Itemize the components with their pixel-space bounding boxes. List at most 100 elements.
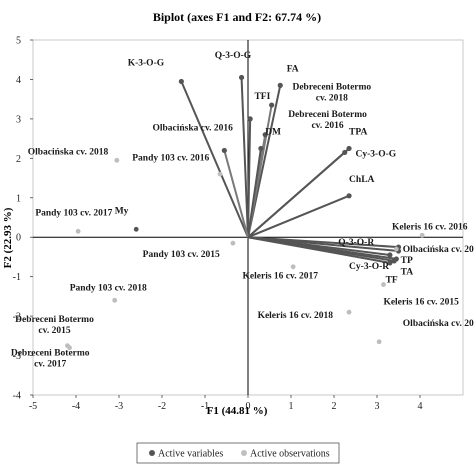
point-label-line: Olbacińska cv. 2016 xyxy=(152,124,233,134)
point-label-line: cv. 2015 xyxy=(38,326,70,336)
point-label: Debreceni Botermo cv. 2015 xyxy=(15,315,94,336)
y-tick-label: 5 xyxy=(16,36,21,47)
point-label-line: Olbacińska cv. 2017 xyxy=(403,319,474,329)
point-label-line: Debreceni Botermo xyxy=(292,82,371,92)
point-label: Keleris 16 cv. 2016 xyxy=(392,222,468,232)
x-tick-label: -1 xyxy=(201,401,209,412)
point-label: K-3-O-G xyxy=(128,59,165,69)
point-label: Cy-3-O-G xyxy=(356,149,397,159)
observation-point xyxy=(114,157,120,163)
axis-ticks: -5 -4 -3 -2 -1 0 1 2 3 4 5 4 3 2 1 0 -1 -2 -3 -4 xyxy=(13,36,423,413)
variable-vector xyxy=(247,151,346,238)
variable-vector xyxy=(180,81,249,238)
x-tick-label: 4 xyxy=(418,401,423,412)
x-tick-label: 3 xyxy=(375,401,380,412)
point-label: TPA xyxy=(349,128,367,138)
legend-label-variables: Active variables xyxy=(158,449,223,460)
y-tick-label: -2 xyxy=(13,312,21,323)
point-label: ChLA xyxy=(349,175,374,185)
point-label-line: ChLA xyxy=(349,175,374,185)
point-label-line: Pandy 103 cv. 2018 xyxy=(70,283,147,293)
point-label-line: Q-3-O-G xyxy=(215,51,252,61)
observation-point xyxy=(230,240,236,246)
point-label-line: Olbacińska cv. 2018 xyxy=(28,147,109,157)
point-label-line: cv. 2018 xyxy=(316,93,348,103)
point-label: Pandy 103 cv. 2015 xyxy=(143,250,220,260)
legend-marker-variables xyxy=(149,450,155,456)
point-label: Q-3-O-R xyxy=(338,238,374,248)
observation-point xyxy=(393,246,399,252)
point-label: TFI xyxy=(254,92,270,102)
point-label-line: Q-3-O-R xyxy=(338,238,374,248)
variable-point xyxy=(346,193,352,199)
variable-vector xyxy=(247,236,391,264)
point-label: Keleris 16 cv. 2017 xyxy=(243,272,319,282)
point-label-line: FA xyxy=(287,65,299,75)
x-tick-label: -2 xyxy=(158,401,166,412)
x-tick-label: -3 xyxy=(115,401,123,412)
x-tick-label: 2 xyxy=(332,401,337,412)
x-tick-label: -4 xyxy=(72,401,80,412)
variable-point xyxy=(346,145,352,152)
point-label-line: My xyxy=(115,207,129,217)
x-tick-label: 1 xyxy=(289,401,294,412)
y-tick-label: 1 xyxy=(16,193,21,204)
point-label-line: TPA xyxy=(349,128,367,138)
point-label-line: Debreceni Botermo xyxy=(11,349,90,359)
point-label: TA xyxy=(401,268,414,278)
point-label: TP xyxy=(401,256,413,266)
variable-point xyxy=(387,252,393,258)
variable-vectors xyxy=(180,77,399,264)
point-label-line: TP xyxy=(401,256,413,266)
point-label: DM xyxy=(265,128,281,138)
y-axis-label: F2 (22.93 %) xyxy=(2,207,14,268)
point-label-line: Keleris 16 cv. 2017 xyxy=(243,272,319,282)
legend: Active variables Active observations xyxy=(136,442,340,464)
point-label-line: TFI xyxy=(254,92,270,102)
point-label: Debreceni Botermo cv. 2017 xyxy=(11,349,90,370)
variable-point xyxy=(221,147,227,154)
point-label-line: Debreceni Botermo xyxy=(288,110,367,120)
observation-points xyxy=(65,74,425,351)
variable-point xyxy=(269,102,275,108)
y-tick-label: -1 xyxy=(13,272,21,283)
point-label: Olbacińska cv. 2015 xyxy=(403,245,474,255)
point-label-line: Pandy 103 cv. 2015 xyxy=(143,250,220,260)
point-label-line: TA xyxy=(401,268,414,278)
observation-point xyxy=(419,232,425,238)
legend-label-observations: Active observations xyxy=(250,449,330,460)
variable-vector xyxy=(247,194,350,239)
x-tick-label: 0 xyxy=(246,401,251,412)
point-label-line: Cy-3-O-R xyxy=(349,262,389,272)
legend-box xyxy=(136,442,340,464)
observation-point xyxy=(112,297,118,303)
chart-title: Biplot (axes F1 and F2: 67.74 %) xyxy=(153,10,321,24)
point-label: My xyxy=(115,207,129,217)
y-tick-label: -3 xyxy=(13,351,21,362)
observation-point xyxy=(376,339,382,345)
y-tick-label: 4 xyxy=(16,75,21,86)
observation-point xyxy=(75,228,81,234)
point-label: Keleris 16 cv. 2018 xyxy=(258,311,334,321)
observation-point xyxy=(133,226,139,232)
point-label: Keleris 16 cv. 2015 xyxy=(383,297,459,307)
legend-marker-observations xyxy=(241,450,247,456)
point-label: Pandy 103 cv. 2016 xyxy=(132,153,209,163)
variable-vector xyxy=(247,236,399,253)
point-label: FA xyxy=(287,65,299,75)
point-label-line: Pandy 103 cv. 2016 xyxy=(132,153,209,163)
y-tick-label: 2 xyxy=(16,154,21,165)
x-tick-label: -5 xyxy=(29,401,37,412)
point-label: Olbacińska cv. 2017 xyxy=(403,319,474,329)
variable-point xyxy=(277,82,283,88)
point-label-line: cv. 2017 xyxy=(34,360,66,370)
variable-vector xyxy=(240,77,249,238)
observation-point xyxy=(381,282,386,287)
observation-point xyxy=(346,309,352,315)
observation-point xyxy=(290,264,296,270)
point-label: TF xyxy=(386,276,398,286)
variable-vector xyxy=(247,118,252,238)
point-label: Olbacińska cv. 2016 xyxy=(152,124,233,134)
